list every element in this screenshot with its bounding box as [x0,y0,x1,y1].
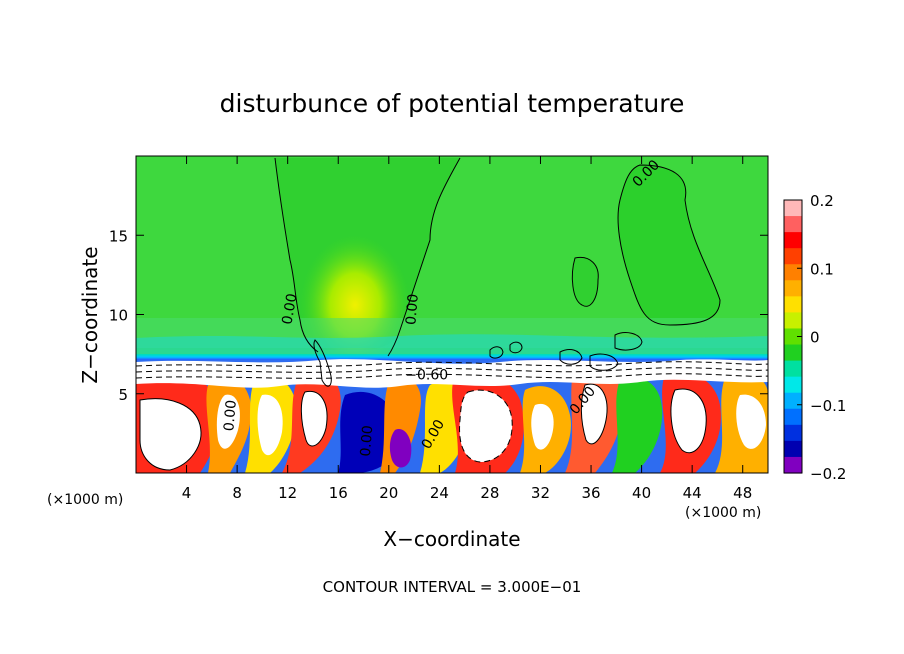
plume-region [572,257,599,307]
colorbar-swatch [784,408,802,426]
x-tick-label: 16 [329,484,348,502]
colorbar-swatch [784,328,802,346]
colorbar-swatch [784,360,802,378]
colorbar-swatch [784,376,802,394]
x-tick-label: 20 [379,484,398,502]
chart-title: disturbunce of potential temperature [220,89,685,118]
contour-label: 0.00 [221,399,240,431]
x-tick-label: 48 [733,484,752,502]
x-unit-label: (×1000 m) [47,492,123,508]
y-tick-label: 5 [118,386,128,404]
colorbar-swatch [784,440,802,458]
contour-lines [136,157,768,471]
contour-label: −0.60 [405,367,448,383]
x-tick-label: 44 [683,484,702,502]
colorbar-swatch [784,264,802,281]
colorbar-swatch [784,232,802,249]
contour-label: 0.00 [358,425,377,457]
colorbar: 0.2 0.1 0 −0.1 −0.2 [783,192,846,483]
mixing-layer [136,359,768,388]
colorbar-tick-label: −0.1 [810,397,846,415]
colorbar-swatch [784,200,802,217]
x-tick-label: 36 [581,484,600,502]
x-axis-label: X−coordinate [383,527,520,551]
y-tick-label: 15 [109,227,128,245]
x-tick-label: 32 [531,484,550,502]
x-axis: 4 8 12 16 20 24 28 32 36 40 44 48 [182,156,752,502]
colorbar-swatch [784,424,802,442]
x-unit-label-right: (×1000 m) [685,505,761,521]
colorbar-tick-label: 0.2 [810,192,834,210]
x-tick-label: 24 [430,484,449,502]
y-axis: 5 10 15 [109,227,768,404]
transition-band [136,334,768,356]
x-tick-label: 40 [632,484,651,502]
colorbar-tick-label: 0.1 [810,260,834,278]
colorbar-swatch [784,344,802,362]
plot-field [136,156,768,473]
colorbar-tick-label: 0 [810,329,820,347]
x-tick-label: 28 [480,484,499,502]
y-axis-label: Z−coordinate [78,246,102,383]
x-tick-label: 4 [182,484,192,502]
colorbar-swatch [784,296,802,314]
y-tick-label: 10 [109,307,128,325]
colorbar-swatch [784,280,802,297]
colorbar-swatch [784,216,802,233]
x-tick-label: 12 [278,484,297,502]
colorbar-tick-label: −0.2 [810,465,846,483]
contour-label: 0.00 [403,293,422,325]
plume-region [618,165,720,325]
contour-label: 0.00 [279,292,300,325]
colorbar-swatch [784,392,802,410]
contour-interval-text: CONTOUR INTERVAL = 3.000E−01 [323,578,582,596]
colorbar-swatch [784,312,802,330]
inversion-band [136,354,768,360]
colorbar-swatch [784,456,802,474]
colorbar-swatch [784,248,802,265]
x-tick-label: 8 [232,484,242,502]
